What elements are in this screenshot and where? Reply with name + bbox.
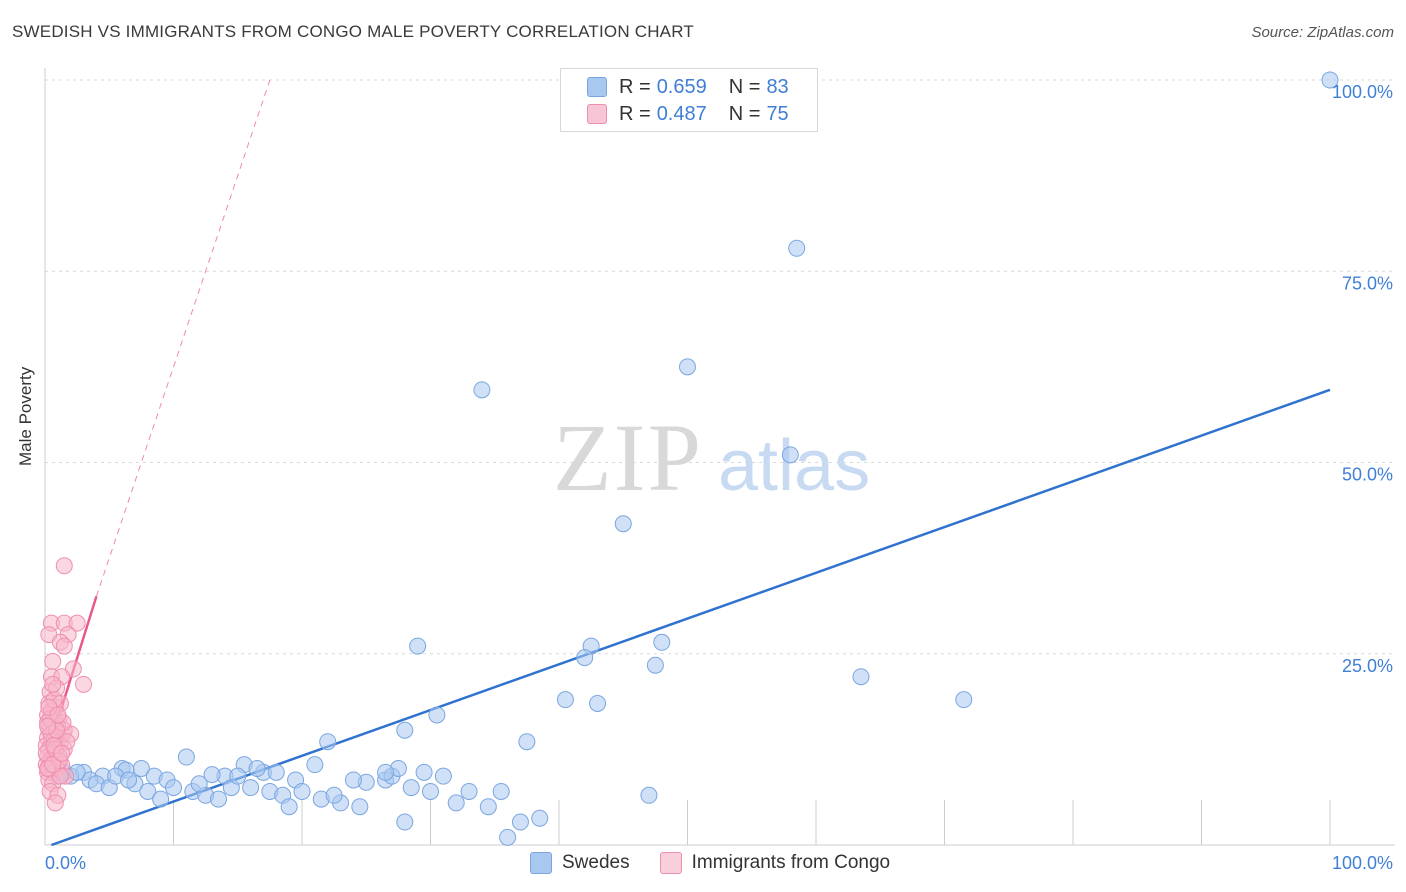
legend-swatch-congo [659,852,682,874]
legend-row-congo: R = 0.487 N = 75 [587,102,789,126]
y-axis-label: Male Poverty [16,366,35,466]
legend-r-value: 0.659 [656,75,707,98]
legend-item-swedes: Swedes [530,852,630,874]
point-swedes [653,633,671,651]
point-swedes [120,771,138,789]
point-swedes [447,794,465,812]
point-swedes [351,798,369,816]
point-congo [44,756,62,774]
chart-title: SWEDISH VS IMMIGRANTS FROM CONGO MALE PO… [12,22,694,41]
point-swedes [646,656,664,674]
point-congo [55,557,73,575]
point-swedes [473,381,491,399]
point-swedes [614,515,632,533]
point-swedes [319,733,337,751]
point-swedes [511,813,529,831]
stats-legend: R = 0.659 N = 83 R = 0.487 N = 75 [560,68,818,132]
points [37,71,1339,846]
point-swedes [242,779,260,797]
y-tick-label: 25.0% [1342,656,1393,676]
point-swedes [428,706,446,724]
point-swedes [1321,71,1339,89]
watermark: ZIP atlas [553,404,870,511]
point-swedes [229,767,247,785]
point-congo [46,794,64,812]
y-tick-label: 100.0% [1332,82,1393,102]
trendline-congo [95,79,271,597]
point-congo [53,744,71,762]
point-swedes [165,779,182,797]
legend-n-label: N = [728,75,761,98]
point-swedes [479,798,497,816]
point-swedes [248,760,266,777]
point-swedes [518,733,536,751]
legend-r-label: R = [619,75,651,98]
point-swedes [139,782,157,800]
legend-n-label: N = [728,102,761,125]
point-swedes [531,809,549,827]
source-label: Source: ZipAtlas.com [1251,24,1394,41]
legend-item-congo: Immigrants from Congo [659,852,891,874]
point-swedes [306,756,324,774]
legend-n-value: 83 [766,75,789,98]
point-swedes [499,828,517,846]
point-swedes [415,763,433,781]
point-swedes [640,786,658,804]
point-congo [44,652,62,670]
point-congo [68,614,86,632]
legend-r-label: R = [619,102,651,125]
point-congo [75,675,93,693]
point-swedes [589,694,607,712]
point-swedes [377,763,395,781]
point-swedes [203,766,221,784]
point-swedes [781,446,799,464]
point-congo [55,637,73,655]
point-swedes [344,771,362,789]
legend-row-swedes: R = 0.659 N = 83 [587,75,789,99]
point-swedes [788,239,806,257]
legend-label-swedes: Swedes [562,852,630,873]
legend-label-congo: Immigrants from Congo [691,852,891,873]
watermark-atlas: atlas [718,426,870,506]
y-tick-label: 75.0% [1342,273,1393,293]
point-swedes [177,748,195,766]
tick-labels: 25.0% 50.0% 75.0% 100.0% 0.0% 100.0% [45,82,1393,873]
legend-swatch-swedes [530,852,552,874]
legend-r-value: 0.487 [656,102,707,125]
point-swedes [209,790,227,808]
point-congo [44,675,62,693]
point-swedes [190,775,208,793]
point-swedes [460,782,478,800]
point-swedes [402,779,420,797]
x-tick-label: 100.0% [1332,853,1393,873]
series-legend: Swedes Immigrants from Congo [530,852,920,874]
point-swedes [422,782,439,800]
legend-n-value: 75 [766,102,789,125]
watermark-zip: ZIP [553,404,703,511]
point-congo [49,706,67,724]
point-swedes [280,798,298,816]
point-swedes [434,767,452,785]
point-swedes [679,358,696,376]
point-swedes [325,786,343,804]
y-tick-label: 50.0% [1342,465,1393,485]
point-swedes [492,782,510,800]
point-swedes [409,637,427,655]
point-swedes [955,691,973,709]
legend-swatch-swedes [587,77,607,97]
point-swedes [396,721,414,739]
point-swedes [396,813,414,831]
point-swedes [293,782,311,800]
point-swedes [556,691,574,709]
x-tick-label: 0.0% [45,853,86,873]
point-swedes [152,790,170,808]
legend-swatch-congo [587,104,607,124]
point-swedes [267,763,285,781]
point-congo [39,717,57,735]
point-swedes [852,668,870,686]
point-swedes [576,649,594,667]
